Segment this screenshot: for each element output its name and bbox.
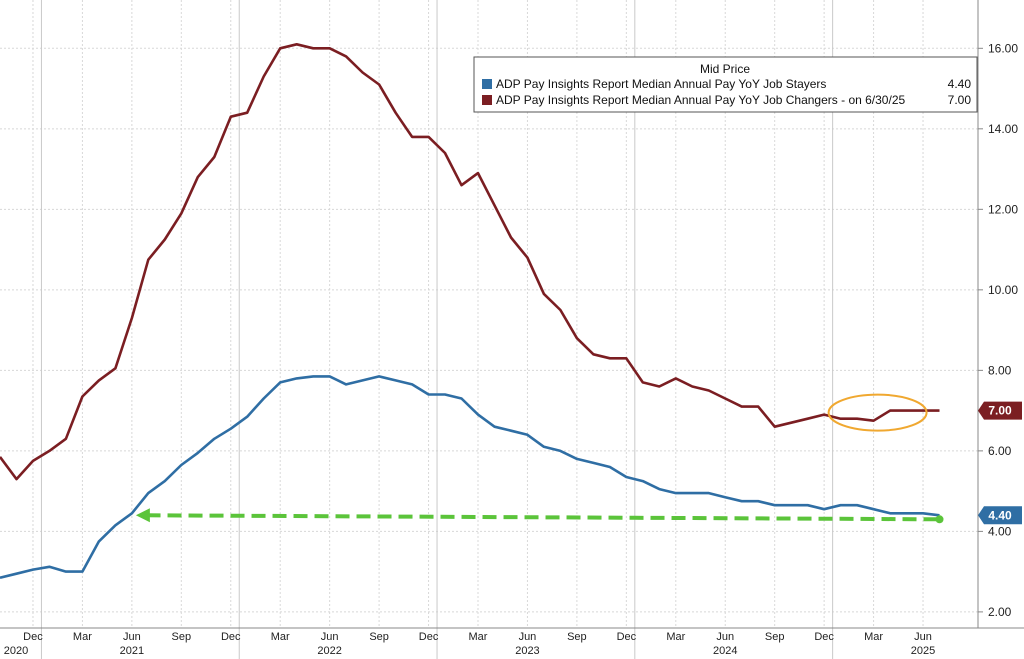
- x-tick-label: Mar: [864, 631, 883, 643]
- legend-swatch-stayers: [482, 79, 492, 89]
- x-tick-label: Dec: [617, 631, 637, 643]
- green-arrow-head: [135, 508, 150, 523]
- x-tick-label: Mar: [469, 631, 488, 643]
- x-tick-label: Dec: [221, 631, 241, 643]
- orange-highlight-ellipse: [827, 393, 928, 432]
- series: [0, 43, 940, 579]
- year-label: 2023: [515, 645, 539, 657]
- series-line-job-stayers: [0, 375, 940, 579]
- y-tick-label: 16.00: [988, 41, 1018, 55]
- legend-label-changers: ADP Pay Insights Report Median Annual Pa…: [496, 93, 905, 107]
- x-tick-label: Sep: [765, 631, 785, 643]
- last-value-label-stayers: 4.40: [988, 508, 1012, 522]
- x-tick-label: Jun: [123, 631, 141, 643]
- x-tick-label: Sep: [172, 631, 192, 643]
- year-label: 2024: [713, 645, 737, 657]
- x-tick-label: Sep: [567, 631, 587, 643]
- year-label: 2020: [4, 645, 28, 657]
- x-tick-label: Jun: [716, 631, 734, 643]
- x-tick-label: Sep: [369, 631, 389, 643]
- y-tick-label: 10.00: [988, 283, 1018, 297]
- legend-value-changers: 7.00: [948, 93, 972, 107]
- year-label: 2021: [120, 645, 144, 657]
- green-arrow-tail-dot: [935, 515, 944, 524]
- green-dashed-arrow-line: [145, 513, 938, 522]
- x-tick-label: Dec: [23, 631, 43, 643]
- legend-title: Mid Price: [700, 62, 750, 76]
- legend: Mid Price ADP Pay Insights Report Median…: [473, 56, 978, 113]
- x-tick-label: Mar: [271, 631, 290, 643]
- legend-box: [473, 56, 978, 113]
- year-label: 2022: [317, 645, 341, 657]
- last-value-label-changers: 7.00: [988, 404, 1012, 418]
- legend-label-stayers: ADP Pay Insights Report Median Annual Pa…: [496, 77, 826, 91]
- legend-value-stayers: 4.40: [948, 77, 972, 91]
- x-tick-label: Jun: [321, 631, 339, 643]
- x-tick-label: Dec: [419, 631, 439, 643]
- x-tick-label: Mar: [666, 631, 685, 643]
- annotations: [135, 393, 944, 524]
- x-tick-label: Dec: [814, 631, 834, 643]
- y-tick-label: 2.00: [988, 605, 1012, 619]
- y-tick-label: 14.00: [988, 122, 1018, 136]
- x-tick-label: Jun: [914, 631, 932, 643]
- series-line-job-changers: [0, 43, 940, 481]
- y-tick-label: 4.00: [988, 524, 1012, 538]
- year-label: 2025: [911, 645, 935, 657]
- y-tick-label: 6.00: [988, 444, 1012, 458]
- last-value-tags: 4.40 7.00: [978, 401, 1022, 525]
- y-tick-label: 12.00: [988, 202, 1018, 216]
- last-value-tag-changers: [978, 401, 1022, 420]
- last-value-tag-stayers: [978, 506, 1022, 525]
- y-tick-label: 8.00: [988, 363, 1012, 377]
- x-tick-label: Mar: [73, 631, 92, 643]
- legend-swatch-changers: [482, 95, 492, 105]
- x-tick-label: Jun: [519, 631, 537, 643]
